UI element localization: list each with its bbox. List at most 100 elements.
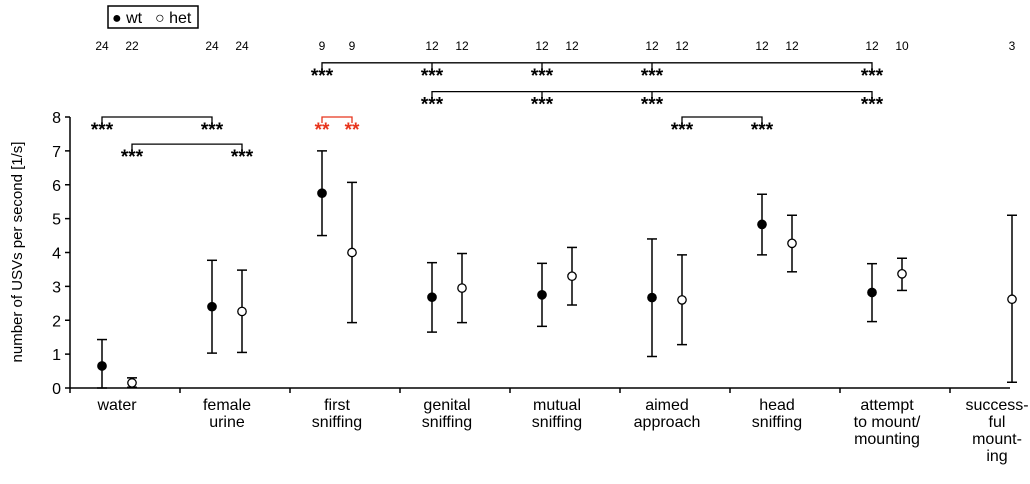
- y-tick-label: 8: [52, 110, 61, 127]
- sample-size-label: 10: [895, 39, 909, 53]
- data-point-wt: [537, 289, 547, 300]
- data-point-wt: [757, 219, 767, 230]
- sample-size-label: 12: [675, 39, 689, 53]
- significance-label: ***: [201, 120, 224, 141]
- data-point-het: [457, 283, 467, 293]
- sample-size-label: 12: [785, 39, 799, 53]
- sample-size-row: 24 24 9 12 12 12 12 12 22 24 9 12 12 12 12 10 3: [95, 39, 1015, 53]
- data-point-wt: [647, 292, 657, 303]
- sample-size-label: 12: [425, 39, 439, 53]
- category-label-line: success-: [965, 397, 1028, 414]
- category-label: head sniffing: [752, 397, 802, 431]
- y-tick-label: 6: [52, 178, 61, 195]
- legend-box: [107, 5, 199, 29]
- category-label-line: head: [759, 397, 795, 414]
- significance-bracket: [321, 62, 873, 69]
- category-label-line: genital: [423, 397, 470, 414]
- category-label: success-ful mount-ing: [965, 397, 1028, 465]
- category-label-line: ful: [989, 414, 1006, 431]
- data-point-wt: [97, 361, 107, 371]
- y-tick-label: 1: [52, 347, 61, 364]
- sample-size-label: 9: [319, 39, 326, 53]
- category-label-line: sniffing: [422, 414, 472, 431]
- significance-label: ***: [91, 120, 114, 141]
- category-label-line: mount-: [972, 431, 1022, 448]
- category-label: water: [96, 397, 137, 414]
- significance-bracket: [681, 116, 763, 123]
- category-label: first sniffing: [312, 397, 362, 431]
- sample-size-label: 12: [535, 39, 549, 53]
- y-tick-label: 5: [52, 212, 61, 229]
- sample-size-label: 12: [565, 39, 579, 53]
- y-tick-label: 3: [52, 279, 61, 296]
- significance-label: ***: [641, 66, 664, 87]
- data-point-het: [347, 247, 357, 258]
- significance-label: ***: [231, 147, 254, 168]
- category-label-line: first: [324, 397, 350, 414]
- category-label-line: approach: [634, 414, 701, 431]
- y-tick-label: 2: [52, 313, 61, 330]
- data-point-wt: [207, 301, 217, 312]
- significance-label: ***: [861, 66, 884, 87]
- y-tick-label: 0: [52, 381, 61, 398]
- data-point-het: [567, 271, 577, 282]
- significance-label: ***: [531, 95, 554, 116]
- sample-size-label: 24: [205, 39, 219, 53]
- significance-label: ***: [641, 95, 664, 116]
- y-axis-label: number of USVs per second [1/s]: [9, 142, 26, 363]
- sample-size-label: 22: [125, 39, 139, 53]
- legend-entry-wt: ● wt: [112, 10, 143, 27]
- sample-size-label: 12: [755, 39, 769, 53]
- category-label: mutual sniffing: [532, 397, 582, 431]
- category-label-line: attempt: [860, 397, 914, 414]
- category-label: attempt to mount/mounting: [854, 397, 921, 448]
- significance-label: ***: [121, 147, 144, 168]
- data-point-wt: [317, 188, 327, 199]
- category-label: genital sniffing: [422, 397, 472, 431]
- significance-bracket: [131, 143, 243, 151]
- legend: ● wt ○ het: [107, 5, 199, 29]
- category-label-line: to mount/: [854, 414, 921, 431]
- significance-label: ***: [531, 66, 554, 87]
- category-label-line: sniffing: [312, 414, 362, 431]
- significance-label: ***: [751, 120, 774, 141]
- data-point-het: [1007, 294, 1017, 305]
- sample-size-label: 24: [235, 39, 249, 53]
- category-label-line: urine: [209, 414, 245, 431]
- data-point-het: [677, 295, 687, 305]
- significance-bracket: [101, 116, 213, 123]
- sample-size-label: 9: [349, 39, 356, 53]
- category-label-line: female: [203, 397, 251, 414]
- data-point-het: [787, 238, 797, 249]
- significance-label: ***: [861, 95, 884, 116]
- category-label-line: sniffing: [752, 414, 802, 431]
- significance-label: ***: [421, 95, 444, 116]
- data-point-wt: [867, 287, 877, 298]
- sample-size-label: 12: [865, 39, 879, 53]
- significance-label: **: [315, 120, 330, 141]
- category-label: aimed approach: [634, 397, 701, 431]
- sample-size-label: 3: [1009, 39, 1016, 53]
- sample-size-label: 24: [95, 39, 109, 53]
- sample-size-label: 12: [455, 39, 469, 53]
- category-label-line: sniffing: [532, 414, 582, 431]
- significance-label: ***: [421, 66, 444, 87]
- significance-bracket: [321, 116, 353, 123]
- data-point-het: [897, 268, 907, 279]
- legend-entry-het: ○ het: [155, 10, 192, 27]
- data-point-wt: [427, 292, 437, 303]
- significance-brackets: *** ****** ***** ***** ****** *** ****** ******…: [91, 62, 884, 168]
- significance-label: **: [345, 120, 360, 141]
- category-label-line: mounting: [854, 431, 920, 448]
- axes: 0 1 2 3 4 5 6 7 8: [52, 110, 1010, 398]
- data-point-het: [237, 306, 247, 317]
- category-label-line: ing: [986, 448, 1007, 465]
- y-tick-label: 4: [52, 246, 61, 263]
- category-label: female urine: [203, 397, 251, 431]
- category-label-line: water: [96, 397, 137, 414]
- sample-size-label: 12: [645, 39, 659, 53]
- data-marks: [97, 150, 1017, 389]
- significance-label: ***: [671, 120, 694, 141]
- category-label-line: mutual: [533, 397, 581, 414]
